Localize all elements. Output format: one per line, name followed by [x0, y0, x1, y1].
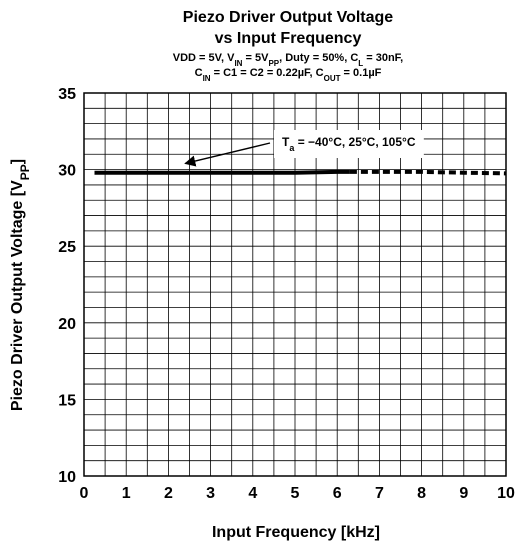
annotation-label: Ta = −40°C, 25°C, 105°C	[282, 135, 416, 153]
chart-title-line2: vs Input Frequency	[215, 30, 362, 47]
x-tick-label: 5	[291, 485, 300, 502]
x-tick-label: 0	[80, 485, 89, 502]
x-axis-tick-labels: 0 1 2 3 4 5 6 7 8 9 10	[80, 485, 515, 502]
y-tick-label: 25	[58, 239, 76, 256]
x-tick-label: 6	[333, 485, 342, 502]
plot-frame	[83, 92, 507, 477]
y-tick-label: 20	[58, 316, 76, 333]
chart-subtitle-line2: CIN = C1 = C2 = 0.22µF, COUT = 0.1µF	[195, 67, 382, 83]
x-tick-label: 10	[497, 485, 515, 502]
series-line-dashed	[349, 169, 507, 176]
y-tick-label: 30	[58, 163, 76, 180]
annotation-box	[274, 130, 424, 158]
chart-subtitle-line1: VDD = 5V, VIN = 5VPP, Duty = 50%, CL = 3…	[173, 52, 403, 68]
y-tick-label: 15	[58, 392, 76, 409]
chart-title-line1: Piezo Driver Output Voltage	[183, 9, 394, 26]
x-tick-label: 2	[164, 485, 173, 502]
series-group	[94, 169, 507, 176]
x-tick-label: 3	[206, 485, 215, 502]
series-line-solid	[94, 169, 350, 175]
x-tick-label: 1	[122, 485, 131, 502]
y-tick-label: 10	[58, 469, 76, 486]
x-tick-label: 8	[417, 485, 426, 502]
x-tick-label: 9	[459, 485, 468, 502]
y-tick-label: 35	[58, 86, 76, 103]
annotation: Ta = −40°C, 25°C, 105°C	[184, 130, 424, 167]
x-tick-label: 7	[375, 485, 384, 502]
annotation-arrow	[184, 142, 271, 167]
y-axis-tick-labels: 10 15 20 25 30 35	[58, 86, 76, 486]
y-axis-label: Piezo Driver Output Voltage [VPP]	[9, 159, 32, 411]
x-tick-label: 4	[248, 485, 257, 502]
x-axis-label: Input Frequency [kHz]	[212, 524, 380, 541]
